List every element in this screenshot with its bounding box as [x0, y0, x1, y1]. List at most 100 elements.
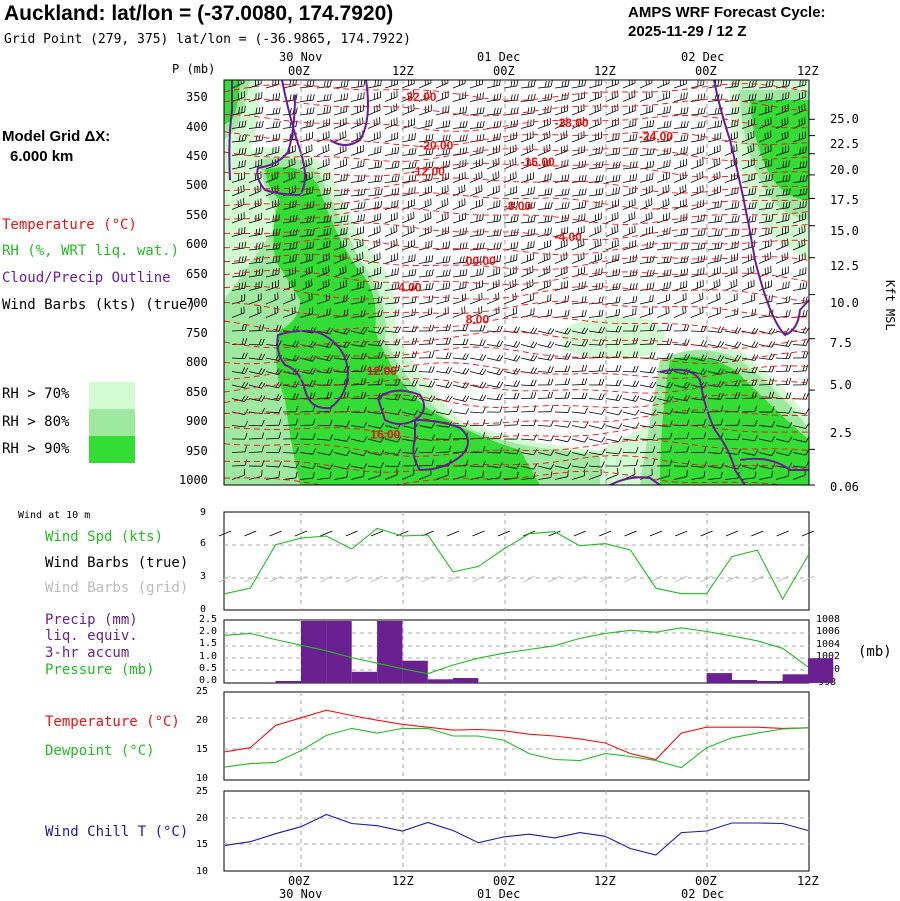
wind-barb — [519, 144, 535, 155]
barb-flag — [445, 256, 448, 262]
barb-flag — [449, 338, 451, 344]
barb-flag — [497, 381, 500, 387]
barb-flag — [494, 308, 498, 314]
wind-barb — [638, 173, 654, 183]
barb-flag — [650, 367, 653, 373]
barb-flag — [357, 202, 360, 208]
barb-shaft — [606, 275, 619, 277]
barb-flag — [679, 282, 683, 288]
barb-flag — [478, 159, 482, 165]
barb-flag — [649, 270, 652, 276]
barb-shaft — [470, 299, 482, 304]
barb-flag — [373, 93, 377, 99]
wind-barb — [655, 91, 671, 101]
barb-flag — [721, 341, 724, 347]
barb-flag — [803, 379, 805, 385]
barb-flag — [567, 310, 570, 316]
barb-flag — [585, 393, 587, 399]
wind-barb — [265, 107, 281, 115]
barb-flag — [662, 214, 666, 220]
barb-flag — [566, 105, 570, 111]
barb-shaft — [487, 85, 500, 88]
barb-flag — [461, 282, 464, 288]
barb-shaft — [555, 86, 568, 88]
barb-flag — [480, 199, 484, 205]
barb-flag — [356, 106, 360, 112]
barb-flag — [493, 121, 496, 127]
barb-flag — [550, 215, 553, 221]
barb-flag — [562, 146, 566, 152]
barb-flag — [702, 200, 706, 206]
wind-barb — [435, 269, 451, 277]
wind-barb — [672, 159, 688, 169]
barb-flag — [509, 188, 513, 194]
wind-barb — [451, 198, 467, 209]
barb-flag — [542, 282, 546, 288]
barb-flag — [670, 324, 672, 330]
wind-barb — [589, 379, 604, 385]
barb-flag — [551, 392, 553, 398]
barb-shaft — [419, 276, 432, 277]
wind-barb — [536, 240, 552, 250]
barb-shaft — [640, 412, 653, 415]
barb-flag — [389, 120, 393, 126]
barb-flag — [746, 282, 750, 288]
barb-flag — [534, 380, 536, 386]
barb-flag — [476, 269, 479, 275]
barb-flag — [396, 132, 400, 138]
barb-flag — [543, 107, 546, 113]
wind-barb — [757, 280, 773, 290]
barb-flag — [551, 342, 554, 348]
barb-flag — [479, 108, 482, 114]
barb-flag — [718, 158, 722, 164]
barb-shaft — [589, 85, 602, 88]
barb-flag — [459, 243, 462, 249]
barb-flag — [647, 186, 651, 192]
barb-flag — [550, 202, 553, 208]
barb-flag — [652, 270, 655, 276]
barb-flag — [526, 174, 530, 180]
barb-flag — [734, 242, 737, 248]
barb-flag — [799, 283, 802, 289]
barb-flag — [480, 293, 484, 299]
barb-flag — [594, 134, 598, 140]
wind-barb — [689, 185, 705, 196]
barb-flag — [499, 108, 502, 114]
barb-flag — [734, 216, 737, 222]
barb-flag — [698, 159, 702, 165]
barb-flag — [533, 80, 536, 86]
true-barb — [472, 531, 484, 536]
wind-barb — [453, 393, 469, 402]
barb-flag — [531, 293, 535, 299]
barb-flag — [475, 201, 479, 207]
barb-shaft — [521, 247, 534, 250]
wind-barb — [707, 215, 723, 223]
barb-shaft — [368, 232, 380, 237]
barb-flag — [702, 78, 705, 84]
barb-flag — [462, 135, 465, 141]
barb-shaft — [674, 127, 687, 128]
barb-flag — [430, 119, 433, 125]
barb-shaft — [402, 331, 415, 332]
barb-flag — [619, 423, 622, 429]
barb-flag — [359, 227, 363, 233]
barb-flag — [475, 80, 479, 86]
barb-flag — [681, 294, 685, 300]
wind-barb — [655, 185, 671, 196]
barb-flag — [612, 188, 615, 194]
barb-flag — [766, 267, 770, 273]
barb-flag — [464, 228, 467, 234]
wind-barb — [350, 92, 366, 101]
barb-shaft — [674, 234, 687, 236]
barb-flag — [393, 254, 397, 260]
wind-barb — [400, 212, 416, 223]
barb-flag — [667, 324, 669, 330]
barb-flag — [644, 214, 648, 220]
wind-barb — [656, 160, 672, 169]
barb-flag — [631, 120, 634, 126]
barb-flag — [544, 189, 547, 195]
barb-flag — [715, 294, 719, 300]
precip-bar — [783, 674, 808, 683]
barb-flag — [493, 243, 496, 249]
barb-flag — [666, 282, 669, 288]
